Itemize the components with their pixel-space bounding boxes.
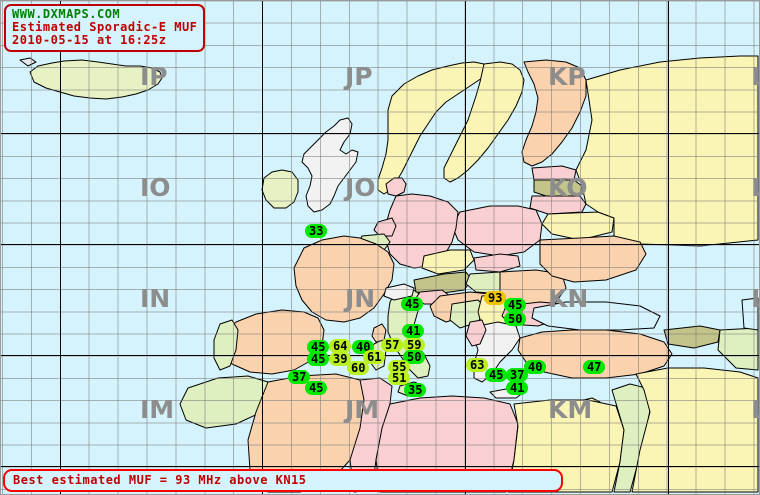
muf-marker[interactable]: 45 bbox=[504, 298, 527, 312]
muf-marker[interactable]: 45 bbox=[485, 368, 508, 382]
muf-marker[interactable]: 57 bbox=[381, 338, 404, 352]
muf-marker[interactable]: 41 bbox=[402, 324, 425, 338]
muf-marker[interactable]: 64 bbox=[329, 339, 352, 353]
best-muf-status: Best estimated MUF = 93 MHz above KN15 bbox=[13, 473, 307, 487]
muf-marker[interactable]: 45 bbox=[305, 381, 328, 395]
site-name: WWW.DXMAPS.COM bbox=[12, 7, 121, 21]
muf-marker[interactable]: 45 bbox=[307, 340, 330, 354]
muf-marker[interactable]: 93 bbox=[484, 291, 507, 305]
muf-marker[interactable]: 63 bbox=[466, 358, 489, 372]
coast-fragment-nw bbox=[19, 57, 37, 67]
muf-marker[interactable]: 59 bbox=[403, 338, 426, 352]
country-lithuania bbox=[529, 195, 587, 215]
muf-marker[interactable]: 61 bbox=[363, 350, 386, 364]
muf-marker[interactable]: 37 bbox=[506, 368, 529, 382]
map-timestamp: 2010-05-15 at 16:25z bbox=[12, 33, 167, 47]
country-france bbox=[293, 235, 395, 323]
country-netherlands bbox=[373, 217, 397, 237]
sea-caspian bbox=[741, 297, 759, 331]
muf-marker[interactable]: 51 bbox=[388, 371, 411, 385]
country-finland bbox=[521, 59, 587, 167]
country-poland bbox=[451, 205, 543, 257]
muf-marker[interactable]: 45 bbox=[401, 297, 424, 311]
muf-marker[interactable]: 60 bbox=[347, 361, 370, 375]
country-slovakia bbox=[473, 253, 521, 273]
country-latvia bbox=[533, 179, 583, 199]
coast-east-edge bbox=[717, 327, 759, 371]
country-ukraine bbox=[539, 235, 647, 283]
muf-marker[interactable]: 37 bbox=[288, 370, 311, 384]
muf-marker[interactable]: 50 bbox=[403, 350, 426, 364]
map-title: Estimated Sporadic-E MUF bbox=[12, 20, 198, 34]
country-united-kingdom bbox=[301, 117, 359, 213]
muf-marker[interactable]: 41 bbox=[506, 381, 529, 395]
country-iceland bbox=[29, 59, 163, 100]
muf-marker[interactable]: 50 bbox=[504, 312, 527, 326]
title-box: WWW.DXMAPS.COM Estimated Sporadic-E MUF … bbox=[4, 4, 206, 52]
muf-marker[interactable]: 39 bbox=[329, 352, 352, 366]
country-syria-iraq bbox=[631, 367, 759, 493]
country-ireland bbox=[261, 169, 299, 209]
muf-marker[interactable]: 47 bbox=[583, 360, 606, 374]
sea-black bbox=[531, 301, 661, 331]
country-georgia bbox=[663, 325, 721, 349]
country-belarus bbox=[541, 211, 615, 241]
muf-marker[interactable]: 33 bbox=[305, 224, 328, 238]
muf-marker[interactable]: 35 bbox=[404, 383, 427, 397]
muf-marker[interactable]: 40 bbox=[524, 360, 547, 374]
status-bar: Best estimated MUF = 93 MHz above KN15 bbox=[3, 469, 563, 492]
muf-marker[interactable]: 55 bbox=[388, 360, 411, 374]
muf-marker[interactable]: 45 bbox=[307, 352, 330, 366]
